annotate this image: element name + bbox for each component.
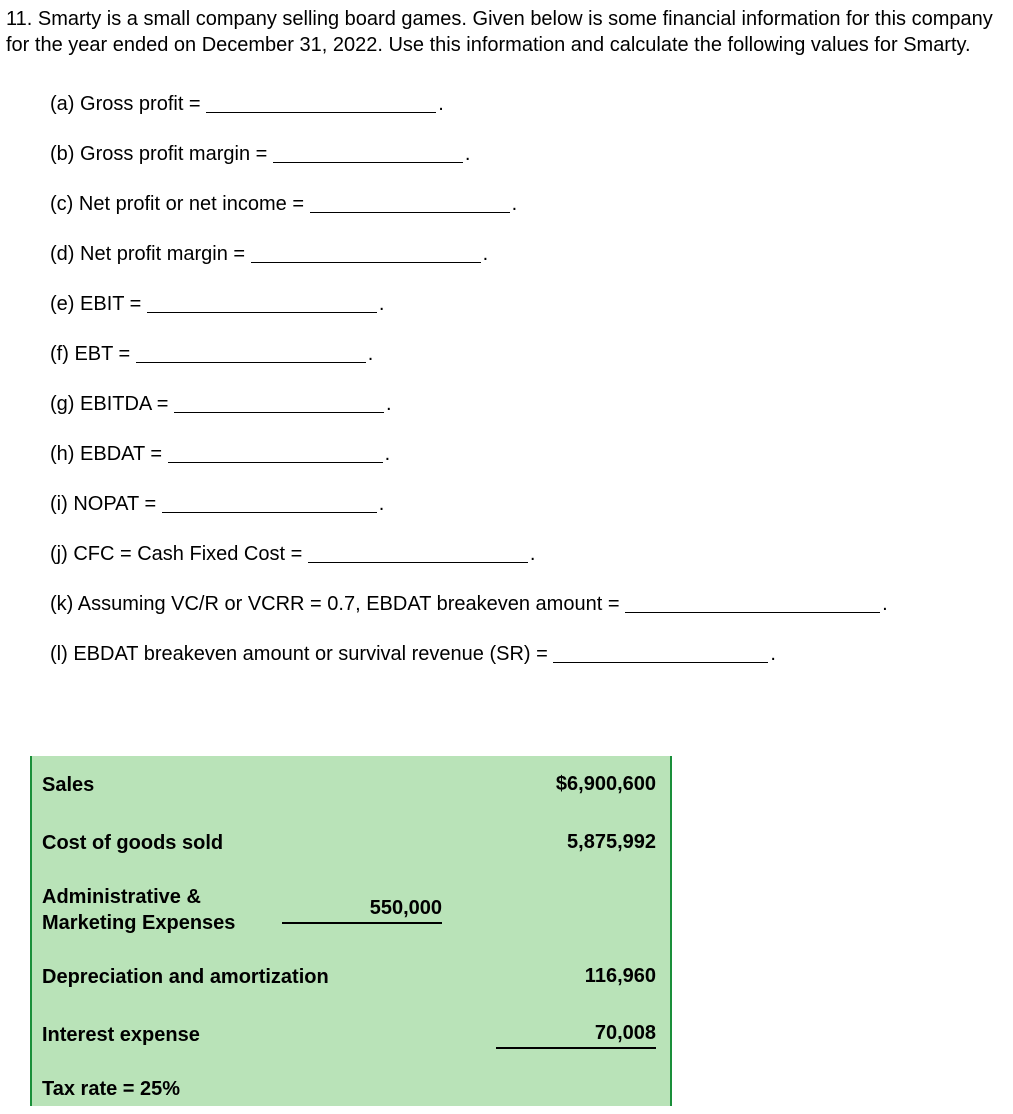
fill-blank[interactable] bbox=[168, 443, 383, 463]
row-value: 5,875,992 bbox=[496, 831, 656, 856]
sub-item-label: Gross profit margin = bbox=[80, 143, 267, 165]
question-number: 11. bbox=[6, 8, 32, 30]
sub-item-label: NOPAT = bbox=[73, 493, 156, 515]
sub-item-marker: (d) bbox=[50, 243, 74, 266]
sub-item-marker: (f) bbox=[50, 343, 69, 366]
fill-blank[interactable] bbox=[310, 193, 510, 213]
row-label: Administrative & Marketing Expenses bbox=[42, 884, 282, 936]
table-row: Cost of goods sold 5,875,992 bbox=[32, 814, 670, 872]
sub-item-marker: (e) bbox=[50, 293, 74, 316]
table-row: Administrative & Marketing Expenses 550,… bbox=[32, 872, 670, 948]
row-label: Sales bbox=[42, 772, 496, 798]
sub-item-d: (d) Net profit margin = . bbox=[50, 240, 1007, 266]
table-row: Sales $6,900,600 bbox=[32, 756, 670, 814]
period: . bbox=[368, 343, 374, 365]
fill-blank[interactable] bbox=[206, 93, 436, 113]
period: . bbox=[438, 93, 444, 115]
sub-item-label: EBT = bbox=[74, 343, 130, 365]
sub-item-b: (b) Gross profit margin = . bbox=[50, 140, 1007, 166]
sub-item-j: (j) CFC = Cash Fixed Cost = . bbox=[50, 540, 1007, 566]
period: . bbox=[379, 493, 385, 515]
table-row: Interest expense 70,008 bbox=[32, 1006, 670, 1064]
period: . bbox=[386, 393, 392, 415]
row-value: $6,900,600 bbox=[496, 773, 656, 798]
sub-item-marker: (b) bbox=[50, 143, 74, 166]
period: . bbox=[379, 293, 385, 315]
sub-item-label: Gross profit = bbox=[80, 93, 201, 115]
table-row: Tax rate = 25% bbox=[32, 1064, 670, 1106]
row-label: Interest expense bbox=[42, 1022, 496, 1048]
sub-item-label: Assuming VC/R or VCRR = 0.7, EBDAT break… bbox=[78, 593, 620, 615]
sub-item-label: Net profit or net income = bbox=[79, 193, 304, 215]
sub-item-marker: (g) bbox=[50, 393, 74, 416]
row-value bbox=[496, 1088, 656, 1090]
period: . bbox=[483, 243, 489, 265]
sub-item-a: (a) Gross profit = . bbox=[50, 90, 1007, 116]
question-body: Smarty is a small company selling board … bbox=[6, 8, 993, 56]
sub-item-label: EBDAT = bbox=[80, 443, 162, 465]
fill-blank[interactable] bbox=[251, 243, 481, 263]
fill-blank[interactable] bbox=[625, 593, 880, 613]
period: . bbox=[512, 193, 518, 215]
fill-blank[interactable] bbox=[273, 143, 463, 163]
table-row: Depreciation and amortization 116,960 bbox=[32, 948, 670, 1006]
period: . bbox=[465, 143, 471, 165]
sub-item-f: (f) EBT = . bbox=[50, 340, 1007, 366]
sub-item-marker: (j) bbox=[50, 543, 68, 566]
financial-data-table: Sales $6,900,600 Cost of goods sold 5,87… bbox=[30, 756, 672, 1106]
row-value: 550,000 bbox=[282, 897, 442, 924]
sub-items-container: (a) Gross profit = . (b) Gross profit ma… bbox=[6, 90, 1007, 666]
question-intro: 11. Smarty is a small company selling bo… bbox=[6, 6, 1007, 58]
fill-blank[interactable] bbox=[553, 643, 768, 663]
fill-blank[interactable] bbox=[174, 393, 384, 413]
sub-item-marker: (i) bbox=[50, 493, 68, 516]
sub-item-label: CFC = Cash Fixed Cost = bbox=[73, 543, 302, 565]
sub-item-k: (k) Assuming VC/R or VCRR = 0.7, EBDAT b… bbox=[50, 590, 1007, 616]
fill-blank[interactable] bbox=[162, 493, 377, 513]
sub-item-h: (h) EBDAT = . bbox=[50, 440, 1007, 466]
sub-item-e: (e) EBIT = . bbox=[50, 290, 1007, 316]
period: . bbox=[770, 643, 776, 665]
sub-item-marker: (l) bbox=[50, 643, 68, 666]
sub-item-label: Net profit margin = bbox=[80, 243, 245, 265]
row-value: 70,008 bbox=[496, 1022, 656, 1049]
sub-item-g: (g) EBITDA = . bbox=[50, 390, 1007, 416]
period: . bbox=[882, 593, 888, 615]
sub-item-label: EBIT = bbox=[80, 293, 141, 315]
row-label: Depreciation and amortization bbox=[42, 964, 496, 990]
sub-item-label: EBITDA = bbox=[80, 393, 168, 415]
sub-item-marker: (a) bbox=[50, 93, 74, 116]
sub-item-l: (l) EBDAT breakeven amount or survival r… bbox=[50, 640, 1007, 666]
fill-blank[interactable] bbox=[147, 293, 377, 313]
sub-item-marker: (c) bbox=[50, 193, 73, 216]
row-value: 116,960 bbox=[496, 965, 656, 990]
period: . bbox=[530, 543, 536, 565]
sub-item-i: (i) NOPAT = . bbox=[50, 490, 1007, 516]
sub-item-c: (c) Net profit or net income = . bbox=[50, 190, 1007, 216]
row-label: Cost of goods sold bbox=[42, 830, 496, 856]
period: . bbox=[385, 443, 391, 465]
fill-blank[interactable] bbox=[136, 343, 366, 363]
sub-item-marker: (h) bbox=[50, 443, 74, 466]
fill-blank[interactable] bbox=[308, 543, 528, 563]
sub-item-label: EBDAT breakeven amount or survival reven… bbox=[73, 643, 547, 665]
row-label: Tax rate = 25% bbox=[42, 1076, 496, 1102]
sub-item-marker: (k) bbox=[50, 593, 73, 616]
